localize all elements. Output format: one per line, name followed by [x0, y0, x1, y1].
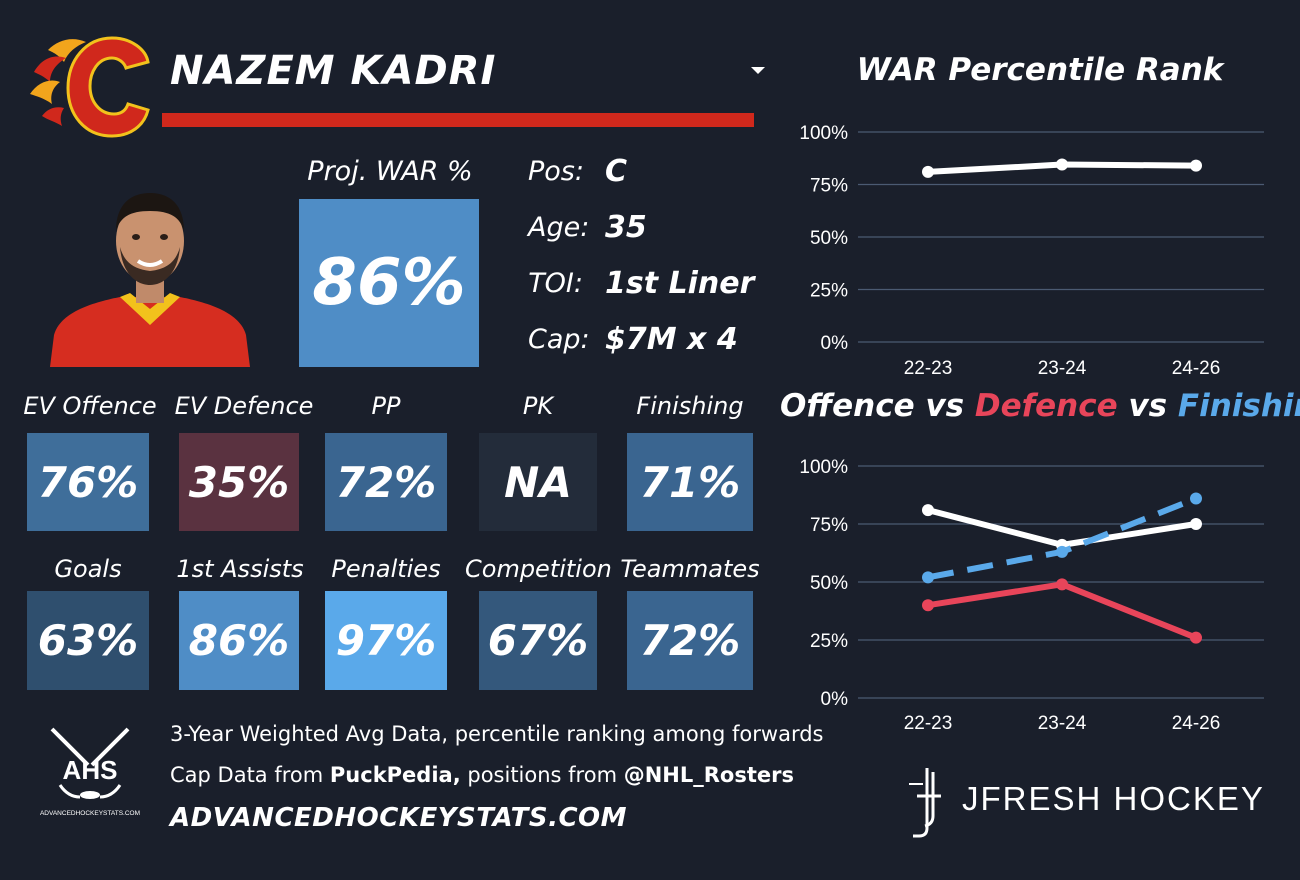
y-tick-label: 25% [810, 281, 848, 302]
x-tick-label: 22-23 [904, 358, 953, 379]
tile-value-teammates: 72% [639, 616, 741, 665]
data-point [1190, 159, 1202, 172]
tile-value-finishing: 71% [639, 457, 741, 507]
player-name: NAZEM KADRI [170, 48, 497, 94]
info-label-cap: Cap: [528, 324, 590, 355]
y-tick-label: 75% [810, 515, 848, 536]
y-tick-label: 50% [810, 573, 848, 594]
tile-value-pk: NA [504, 457, 572, 507]
info-label-age: Age: [528, 212, 590, 243]
tile-pk: NA [479, 433, 597, 531]
proj-war-label: Proj. WAR % [307, 156, 473, 187]
tile-label-1st-assists: 1st Assists [176, 555, 304, 583]
chart2-title-part-defence: Defence [974, 388, 1118, 424]
offence-defence-finishing-chart: 0% 25% 50% 75% 100% 22-23 23-24 24-26 [799, 457, 1264, 734]
y-tick-label: 100% [799, 123, 848, 144]
footer-note-1: 3-Year Weighted Avg Data, percentile ran… [170, 722, 824, 746]
war-percentile-chart: 0% 25% 50% 75% 100% 22-23 23-24 24-26 [799, 123, 1264, 379]
y-tick-label: 25% [810, 631, 848, 652]
tile-penalties: 97% [325, 591, 447, 690]
tile-1st-assists: 86% [179, 591, 299, 690]
tile-label-teammates: Teammates [620, 555, 760, 583]
tile-label-ev-offence: EV Offence [23, 392, 157, 420]
proj-war-value: 86% [312, 246, 466, 320]
tile-pp: 72% [325, 433, 447, 531]
tile-finishing: 71% [627, 433, 753, 531]
info-value-pos: C [605, 154, 628, 189]
data-point [1190, 518, 1202, 530]
series-line [927, 581, 1198, 641]
data-point [1056, 158, 1068, 171]
site-url-link[interactable]: ADVANCEDHOCKEYSTATS.COM [170, 803, 628, 833]
series-line [927, 495, 1198, 581]
tile-ev-offence: 76% [27, 433, 149, 531]
proj-war-box: 86% [299, 199, 479, 367]
tile-value-pp: 72% [335, 457, 437, 507]
x-tick-label: 24-26 [1172, 358, 1221, 379]
y-tick-label: 0% [821, 689, 849, 710]
data-point [922, 504, 934, 517]
tile-value-ev-offence: 76% [37, 457, 139, 507]
tile-label-penalties: Penalties [331, 555, 441, 583]
x-tick-label: 22-23 [904, 713, 953, 734]
info-value-cap: $7M x 4 [605, 322, 738, 357]
x-tick-label: 24-26 [1172, 713, 1221, 734]
tile-label-ev-defence: EV Defence [174, 392, 314, 420]
tile-value-1st-assists: 86% [188, 616, 290, 665]
tile-label-competition: Competition [465, 555, 612, 583]
tile-value-competition: 67% [487, 616, 589, 665]
data-point [922, 165, 934, 178]
chevron-down-icon[interactable] [751, 67, 765, 74]
y-tick-label: 100% [799, 457, 848, 478]
tile-label-pp: PP [371, 392, 401, 420]
info-value-age: 35 [605, 210, 647, 245]
tile-label-finishing: Finishing [636, 392, 744, 420]
player-photo-icon [50, 193, 250, 367]
chart2-title-part-offence: Offence [780, 388, 915, 424]
tile-label-pk: PK [522, 392, 554, 420]
x-tick-label: 23-24 [1038, 358, 1087, 379]
data-point [1056, 578, 1068, 591]
info-value-toi: 1st Liner [605, 266, 755, 301]
chart2-title-part-vs-1: vs [914, 388, 975, 424]
jfresh-brand-text: JFRESH HOCKEY [962, 780, 1265, 817]
ahs-logo-text: AHS [63, 755, 118, 785]
data-point [922, 599, 934, 612]
tile-ev-defence: 35% [179, 433, 299, 531]
y-tick-label: 50% [810, 228, 848, 249]
ahs-logo-subtext: ADVANCEDHOCKEYSTATS.COM [40, 810, 140, 817]
y-tick-label: 0% [821, 333, 849, 354]
ahs-logo-icon: AHS ADVANCEDHOCKEYSTATS.COM [40, 727, 140, 817]
tile-goals: 63% [27, 591, 149, 690]
y-tick-label: 75% [810, 176, 848, 197]
data-point [1190, 631, 1202, 644]
x-tick-label: 23-24 [1038, 713, 1087, 734]
data-point [922, 571, 934, 584]
name-underline [162, 113, 754, 127]
team-logo-icon [30, 36, 150, 138]
chart2-title: Offence vs Defence vs Finishing [780, 388, 1300, 424]
tile-value-goals: 63% [37, 616, 139, 665]
chart2-title-part-vs-2: vs [1117, 388, 1178, 424]
info-label-toi: TOI: [528, 268, 583, 299]
data-point [1056, 545, 1068, 558]
jfresh-logo-icon [909, 768, 941, 838]
tile-label-goals: Goals [54, 555, 122, 583]
tile-value-ev-defence: 35% [188, 457, 290, 507]
tile-competition: 67% [479, 591, 597, 690]
chart2-title-part-finishing: Finishing [1177, 388, 1300, 424]
tile-value-penalties: 97% [335, 616, 437, 665]
tile-teammates: 72% [627, 591, 753, 690]
info-label-pos: Pos: [528, 156, 584, 187]
chart1-title: WAR Percentile Rank [856, 52, 1224, 88]
data-point [1190, 492, 1202, 505]
footer-note-2: Cap Data from PuckPedia, positions from … [170, 763, 794, 787]
